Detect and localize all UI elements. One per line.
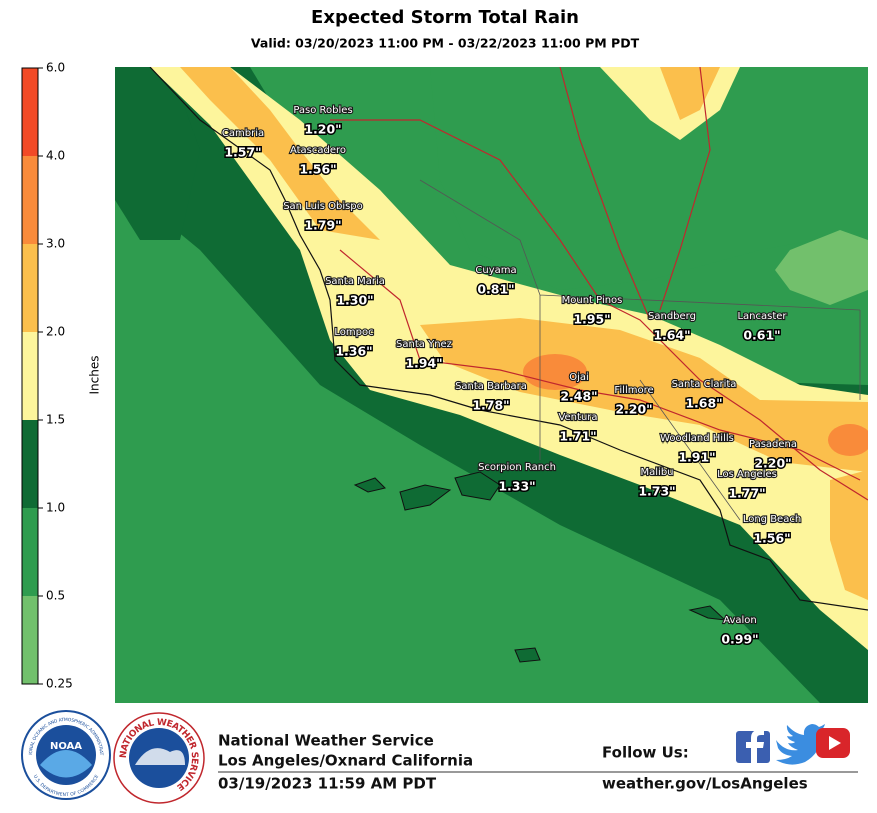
location-rainfall: 1.56" (299, 162, 336, 177)
legend-tick-label: 2.0 (46, 325, 65, 339)
location-name: Santa Barbara (455, 381, 527, 392)
location-name: Ojai (569, 372, 589, 383)
map: Paso Robles 1.20" Cambria 1.57" Atascadero 1.… (115, 67, 868, 703)
location-rainfall: 1.20" (304, 122, 341, 137)
legend-band (22, 156, 38, 244)
location-name: Long Beach (743, 514, 801, 525)
legend-tick-label: 1.0 (46, 501, 65, 515)
youtube-glyph (829, 736, 841, 750)
location-rainfall: 1.73" (638, 484, 675, 499)
location-rainfall: 1.57" (224, 145, 261, 160)
twitter-icon[interactable] (776, 724, 826, 765)
nws-cloud (135, 748, 185, 765)
location-name: Pasadena (749, 439, 797, 450)
agency: National Weather Service (218, 732, 434, 750)
dark-green-zone (115, 67, 200, 240)
legend-band (22, 244, 38, 332)
location-name: Woodland Hills (660, 433, 734, 444)
noaa-text: NOAA (50, 741, 82, 752)
location-name: Mount Pinos (562, 295, 623, 306)
nws-logo: NATIONAL WEATHER SERVICE (113, 712, 205, 804)
heavy-rain-zone (828, 424, 868, 456)
location-rainfall: 1.77" (728, 486, 765, 501)
heavy-rain-zone (523, 354, 587, 390)
website[interactable]: weather.gov/LosAngeles (602, 775, 808, 793)
location-name: Santa Clarita (672, 379, 737, 390)
legend-tick-label: 6.0 (46, 61, 65, 75)
road (330, 67, 868, 501)
location-rainfall: 2.48" (560, 389, 597, 404)
location-rainfall: 1.71" (559, 429, 596, 444)
location-rainfall: 1.91" (678, 450, 715, 465)
location-rainfall: 0.99" (721, 632, 758, 647)
location-name: Ventura (558, 412, 597, 423)
subtitle: Valid: 03/20/2023 11:00 PM - 03/22/2023 … (251, 36, 640, 51)
legend-tick-label: 4.0 (46, 149, 65, 163)
legend-band (22, 332, 38, 420)
location-name: Paso Robles (293, 105, 352, 116)
location-rainfall: 1.33" (498, 479, 535, 494)
coastline (149, 67, 868, 611)
legend-band (22, 596, 38, 684)
location-name: Lompoc (334, 327, 373, 338)
location-labels: Paso Robles 1.20" Cambria 1.57" Atascadero 1.… (221, 104, 802, 648)
location-name: San Luis Obispo (283, 201, 363, 212)
noaa-gull (40, 750, 92, 778)
location-name: Santa Ynez (396, 339, 452, 350)
legend-frame (21, 67, 39, 685)
county-line (419, 179, 861, 521)
facebook-glyph (746, 730, 764, 763)
orange-zone (420, 318, 868, 472)
location-rainfall: 1.64" (653, 328, 690, 343)
follow-us: Follow Us: (602, 744, 689, 762)
location-name: Sandberg (648, 311, 696, 322)
location-rainfall: 1.30" (336, 293, 373, 308)
legend-tick-label: 1.5 (46, 413, 65, 427)
location-name: Malibu (641, 467, 674, 478)
office: Los Angeles/Oxnard California (218, 752, 473, 770)
location-rainfall: 2.20" (615, 402, 652, 417)
location-rainfall: 1.36" (335, 344, 372, 359)
legend-band (22, 68, 38, 156)
location-name: Cuyama (475, 265, 516, 276)
location-rainfall: 0.81" (477, 282, 514, 297)
legend-band (22, 420, 38, 508)
legend-tick-label: 3.0 (46, 237, 65, 251)
location-name: Avalon (723, 615, 757, 626)
location-rainfall: 2.20" (754, 456, 791, 471)
location-rainfall: 1.94" (405, 356, 442, 371)
orange-zone (660, 67, 720, 120)
light-green-zone (775, 230, 868, 305)
location-name: Los Angeles (717, 469, 777, 480)
location-name: Atascadero (290, 145, 346, 156)
legend-band (22, 508, 38, 596)
orange-zone (830, 470, 868, 600)
interior-zone (430, 67, 868, 290)
location-rainfall: 1.56" (753, 531, 790, 546)
location-rainfall: 1.68" (685, 396, 722, 411)
title: Expected Storm Total Rain (311, 7, 579, 28)
location-name: Lancaster (737, 311, 787, 322)
location-name: Cambria (222, 128, 264, 139)
issued: 03/19/2023 11:59 AM PDT (218, 775, 437, 793)
legend-tick-label: 0.25 (46, 677, 73, 691)
location-name: Santa Maria (325, 276, 385, 287)
orange-zone (180, 67, 380, 240)
location-name: Scorpion Ranch (478, 462, 556, 473)
location-rainfall: 0.61" (743, 328, 780, 343)
legend: Inches 6.0 4.0 3.0 2.0 1.5 1.0 0.5 0.25 (21, 61, 102, 691)
location-name: Fillmore (614, 385, 653, 396)
location-rainfall: 1.79" (304, 218, 341, 233)
location-rainfall: 1.78" (472, 398, 509, 413)
island (353, 471, 727, 663)
location-rainfall: 1.95" (573, 312, 610, 327)
legend-tick-label: 0.5 (46, 589, 65, 603)
legend-title: Inches (88, 356, 102, 395)
